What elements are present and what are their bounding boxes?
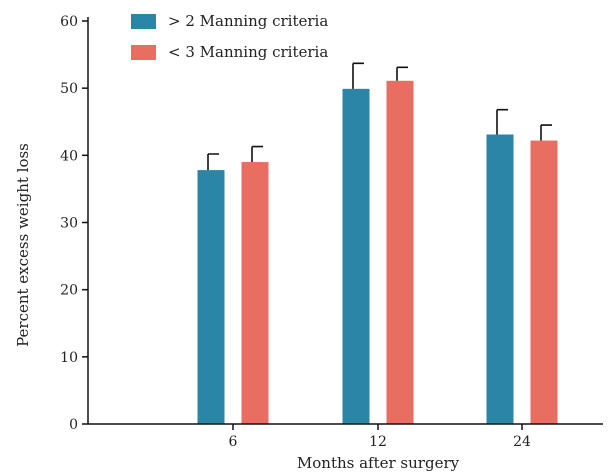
error-bar-series-2-24 [540,124,552,141]
error-bar-series-1-24 [496,108,508,135]
error-bar-series-1-12 [352,62,364,89]
x-tick-label: 24 [513,434,531,450]
y-tick-label: 50 [60,81,78,97]
x-tick-label: 6 [229,434,238,450]
bar-series-1-12 [342,88,370,425]
error-bar-series-2-6 [251,145,263,163]
bars-layer [197,80,558,425]
y-tick-label: 0 [69,417,78,433]
x-axis-title: Months after surgery [297,454,460,472]
y-axis-ticks: 0 10 20 30 40 50 60 [60,14,88,433]
x-axis-ticks: 6 12 24 [229,424,531,450]
legend-label-series-2: < 3 Manning criteria [168,43,328,61]
legend-swatch-series-1 [131,14,156,29]
y-tick-label: 60 [60,14,78,30]
bar-series-1-6 [197,170,225,424]
bar-series-2-12 [386,80,414,425]
legend-swatch-series-2 [131,45,156,60]
x-tick-label: 12 [369,434,387,450]
bar-series-1-24 [486,134,514,425]
y-tick-label: 10 [60,350,78,366]
error-bar-series-2-12 [396,66,408,81]
error-bars-layer [207,62,552,171]
bar-series-2-24 [530,140,558,424]
legend-label-series-1: > 2 Manning criteria [168,12,328,30]
y-tick-label: 30 [60,216,78,232]
legend: > 2 Manning criteria < 3 Manning criteri… [131,12,328,61]
bar-series-2-6 [241,162,269,425]
error-bar-series-1-6 [207,153,219,171]
y-tick-label: 20 [60,283,78,299]
y-axis-title: Percent excess weight loss [14,143,32,347]
y-tick-label: 40 [60,148,78,164]
